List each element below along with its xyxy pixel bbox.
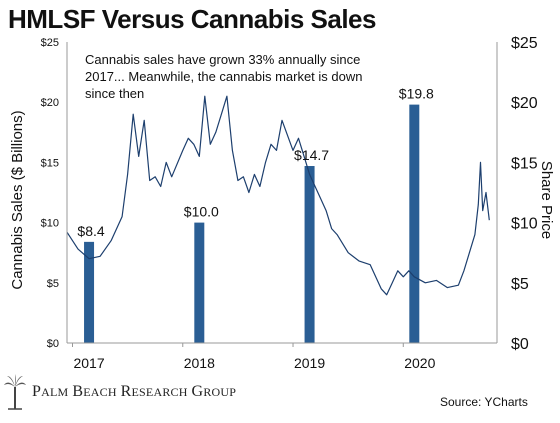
annotation-line: Cannabis sales have grown 33% annually s… <box>85 52 360 67</box>
palm-tree-icon <box>4 374 26 410</box>
x-tick-label: 2019 <box>294 355 325 371</box>
chart-title: HMLSF Versus Cannabis Sales <box>8 4 376 34</box>
y-tick-label-right: $10 <box>511 216 538 233</box>
bar-value-label: $19.8 <box>399 86 434 102</box>
y-axis-label-left: Cannabis Sales ($ Billions) <box>9 110 26 289</box>
y-tick-label-left: $15 <box>41 157 59 169</box>
y-tick-label-right: $0 <box>511 336 529 353</box>
y-tick-label-right: $25 <box>511 35 538 52</box>
bar-value-label: $8.4 <box>77 223 104 239</box>
x-tick-label: 2020 <box>404 355 435 371</box>
y-tick-label-right: $15 <box>511 155 538 172</box>
line-series <box>66 95 490 296</box>
bar <box>194 222 205 343</box>
bar-value-label: $14.7 <box>294 147 329 163</box>
share-price-line <box>66 95 490 296</box>
chart-annotation: Cannabis sales have grown 33% annually s… <box>85 52 363 101</box>
x-tick-label: 2018 <box>184 355 215 371</box>
annotation-line: since then <box>85 86 144 101</box>
brand: PALM BEACH RESEARCH GROUP <box>4 373 236 411</box>
bar <box>84 241 95 343</box>
y-tick-label-left: $20 <box>41 97 59 109</box>
y-tick-label-left: $25 <box>41 37 59 49</box>
y-tick-label-right: $5 <box>511 276 529 293</box>
axes <box>66 42 498 347</box>
y-axis-label-right: Share Price <box>538 161 555 239</box>
y-tick-label-left: $5 <box>47 278 59 290</box>
y-tick-label-left: $0 <box>47 338 59 350</box>
annotation-line: 2017... Meanwhile, the cannabis market i… <box>85 69 363 84</box>
x-tick-label: 2017 <box>73 355 104 371</box>
y-tick-label-left: $10 <box>41 218 59 230</box>
bar <box>304 166 315 343</box>
bar <box>409 104 420 343</box>
labels: $0 $5 $10 $15 $20 $25 $0 $5 $10 $15 $20 $25 2017 2018… <box>41 35 538 371</box>
bar-value-label: $10.0 <box>184 204 219 220</box>
y-tick-label-right: $20 <box>511 95 538 112</box>
brand-name: PALM BEACH RESEARCH GROUP <box>32 383 237 400</box>
source-note: Source: YCharts <box>440 395 528 409</box>
bar-series <box>84 104 420 343</box>
